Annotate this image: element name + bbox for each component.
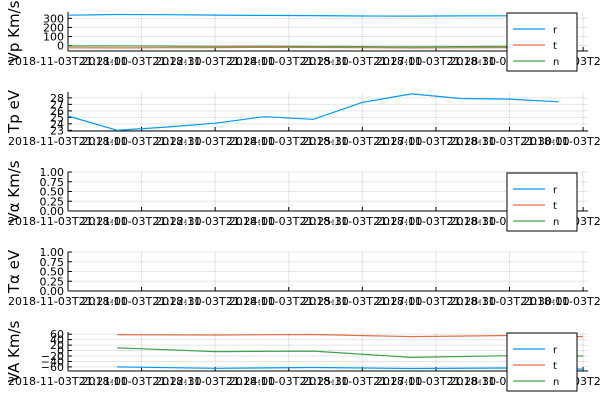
y-tick-label: 200 [43, 21, 64, 34]
y-tick-label: 23 [50, 124, 64, 137]
y-axis-label: Vα Km/s [5, 160, 23, 222]
x-tick-label: 2018-11-03T21:24:00 [155, 135, 275, 148]
y-tick-label: 300 [43, 12, 64, 25]
x-tick-label: 2018-11-03T21:24:00 [155, 375, 275, 388]
subplot-5: −60−40−2002040602018-11-03T21:21:002018-… [5, 320, 600, 392]
x-tick-label: 2018-11-03T21:28:30 [376, 215, 496, 228]
legend-label-t: t [553, 41, 557, 52]
legend: rtn [506, 172, 578, 232]
y-tick-label: 0.75 [40, 176, 65, 189]
y-tick-label: 1.00 [40, 246, 65, 259]
legend-label-r: r [553, 25, 558, 36]
legend-label-t: t [553, 201, 557, 212]
series-line-t [67, 46, 559, 49]
y-tick-label: 0 [57, 40, 64, 53]
subplot-3: 0.000.250.500.751.002018-11-03T21:21:002… [5, 160, 600, 232]
y-axis-label: Tα eV [5, 249, 23, 294]
y-tick-label: 100 [43, 30, 64, 43]
legend: rtn [506, 12, 578, 72]
series-line-n [67, 45, 559, 48]
y-axis-label: Tp eV [5, 89, 23, 134]
subplot-1: 01002003002018-11-03T21:21:002018-11-03T… [5, 0, 600, 72]
x-tick-label: 2018-11-03T21:27:00 [302, 135, 422, 148]
x-tick-label: 2018-11-03T21:28:30 [376, 295, 496, 308]
x-tick-label: 2018-11-03T21:21:00 [8, 295, 128, 308]
legend-box [506, 172, 578, 232]
x-tick-label: 2018-11-03T21:21:00 [8, 215, 128, 228]
x-tick-label: 2018-11-03T21:31:30 [523, 135, 600, 148]
x-tick-label: 2018-11-03T21:25:30 [229, 55, 349, 68]
legend-label-n: n [553, 377, 559, 388]
x-tick-label: 2018-11-03T21:30:00 [449, 295, 569, 308]
legend-label-n: n [553, 57, 559, 68]
x-tick-label: 2018-11-03T21:27:00 [302, 375, 422, 388]
y-axis-label: VA Km/s [5, 320, 23, 382]
y-tick-label: 1.00 [40, 166, 65, 179]
x-tick-label: 2018-11-03T21:27:00 [302, 295, 422, 308]
x-tick-label: 2018-11-03T21:25:30 [229, 375, 349, 388]
subplot-2: 2324252627282018-11-03T21:21:002018-11-0… [5, 89, 600, 148]
legend-box [506, 332, 578, 392]
x-tick-label: 2018-11-03T21:22:30 [82, 135, 202, 148]
subplot-4: 0.000.250.500.751.002018-11-03T21:21:002… [5, 246, 600, 308]
legend-label-r: r [553, 185, 558, 196]
x-tick-label: 2018-11-03T21:25:30 [229, 295, 349, 308]
x-tick-label: 2018-11-03T21:25:30 [229, 215, 349, 228]
y-tick-label: 0.00 [40, 285, 65, 298]
legend-label-t: t [553, 361, 557, 372]
y-tick-label: 0.25 [40, 275, 65, 288]
legend-label-r: r [553, 345, 558, 356]
y-tick-label: 40 [50, 334, 64, 347]
y-tick-label: 60 [50, 328, 64, 341]
x-tick-label: 2018-11-03T21:21:00 [8, 375, 128, 388]
y-tick-label: 0.25 [40, 195, 65, 208]
x-tick-label: 2018-11-03T21:27:00 [302, 215, 422, 228]
x-tick-label: 2018-11-03T21:22:30 [82, 295, 202, 308]
x-tick-label: 2018-11-03T21:24:00 [155, 55, 275, 68]
legend: rtn [506, 332, 578, 392]
y-tick-label: 0 [57, 345, 64, 358]
y-tick-label: 0.75 [40, 256, 65, 269]
y-tick-label: −40 [41, 355, 64, 368]
x-tick-label: 2018-11-03T21:31:30 [523, 295, 600, 308]
x-tick-label: 2018-11-03T21:24:00 [155, 295, 275, 308]
x-tick-label: 2018-11-03T21:28:30 [376, 375, 496, 388]
y-tick-label: −20 [41, 350, 64, 363]
y-tick-label: 27 [50, 98, 64, 111]
x-tick-label: 2018-11-03T21:30:00 [449, 135, 569, 148]
y-tick-label: 20 [50, 339, 64, 352]
x-tick-label: 2018-11-03T21:28:30 [376, 135, 496, 148]
y-tick-label: −60 [41, 361, 64, 374]
y-tick-label: 26 [50, 105, 64, 118]
series-line-r [67, 93, 559, 131]
x-tick-label: 2018-11-03T21:25:30 [229, 135, 349, 148]
y-tick-label: 0.00 [40, 205, 65, 218]
series-line-r [67, 13, 559, 17]
x-tick-label: 2018-11-03T21:28:30 [376, 55, 496, 68]
x-tick-label: 2018-11-03T21:27:00 [302, 55, 422, 68]
legend-label-n: n [553, 217, 559, 228]
y-tick-label: 0.50 [40, 186, 65, 199]
y-tick-label: 28 [50, 92, 64, 105]
y-tick-label: 25 [50, 111, 64, 124]
y-axis-label: Vp Km/s [5, 0, 23, 62]
x-tick-label: 2018-11-03T21:24:00 [155, 215, 275, 228]
x-tick-label: 2018-11-03T21:21:00 [8, 55, 128, 68]
y-tick-label: 0.50 [40, 266, 65, 279]
legend-box [506, 12, 578, 72]
y-tick-label: 24 [50, 118, 64, 131]
x-tick-label: 2018-11-03T21:22:30 [82, 375, 202, 388]
x-tick-label: 2018-11-03T21:22:30 [82, 55, 202, 68]
x-tick-label: 2018-11-03T21:22:30 [82, 215, 202, 228]
x-tick-label: 2018-11-03T21:21:00 [8, 135, 128, 148]
